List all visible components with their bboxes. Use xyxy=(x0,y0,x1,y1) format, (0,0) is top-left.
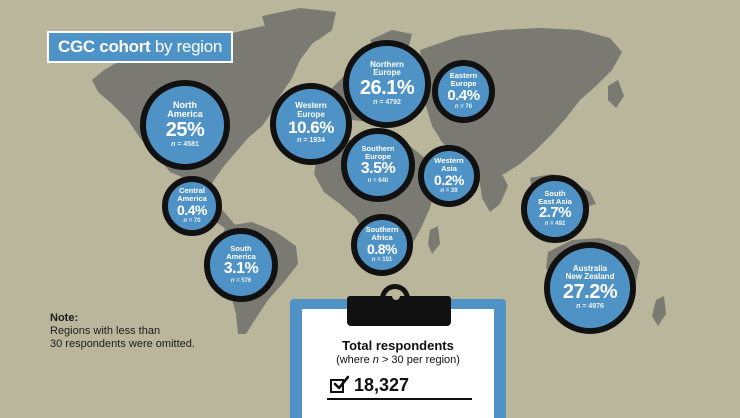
region-name: Australia New Zealand xyxy=(565,263,615,282)
page-title: CGC cohort by region xyxy=(47,31,234,63)
region-percent: 25% xyxy=(165,118,205,141)
region-count: n = 151 xyxy=(371,256,393,263)
region-name: South America xyxy=(226,244,256,261)
clipboard-ring xyxy=(380,284,410,306)
region-north-america: North America 25% n = 4581 xyxy=(140,80,230,170)
region-percent: 0.8% xyxy=(367,240,397,257)
region-percent: 0.4% xyxy=(177,201,207,218)
region-count: n = 76 xyxy=(454,103,473,110)
landmass-new-zealand xyxy=(652,296,666,326)
region-count: n = 1934 xyxy=(297,137,325,145)
region-central-america: Central America 0.4% n = 70 xyxy=(162,176,222,236)
region-count: n = 70 xyxy=(183,217,201,224)
region-count: n = 4792 xyxy=(373,98,401,106)
region-name: North America xyxy=(167,99,203,120)
region-count: n = 640 xyxy=(367,177,389,184)
region-northern-europe: Northern Europe 26.1% n = 4792 xyxy=(343,40,431,128)
region-name: Northern Europe xyxy=(370,59,404,78)
note-title: Note: xyxy=(50,312,79,324)
checkbox-icon xyxy=(330,375,349,393)
region-name: Southern Africa xyxy=(365,225,399,243)
region-name: Western Asia xyxy=(434,156,464,174)
total-subtitle: (where n > 30 per region) xyxy=(336,354,460,366)
landmass-greenland xyxy=(262,8,336,46)
total-value: 18,327 xyxy=(354,375,410,395)
region-southern-europe: Southern Europe 3.5% n = 640 xyxy=(341,128,415,202)
title-bold: CGC cohort xyxy=(58,37,151,56)
region-percent: 26.1% xyxy=(359,76,415,99)
note-line-2: 30 respondents were omitted. xyxy=(50,338,195,350)
region-count: n = 4581 xyxy=(171,140,199,148)
region-eastern-europe: Eastern Europe 0.4% n = 76 xyxy=(432,60,495,123)
total-label: Total respondents xyxy=(342,338,454,353)
region-percent: 10.6% xyxy=(288,118,334,138)
region-australia-new-zealand: Australia New Zealand 27.2% n = 4976 xyxy=(544,242,636,334)
region-south-east-asia: South East Asia 2.7% n = 492 xyxy=(521,175,589,243)
region-percent: 27.2% xyxy=(562,280,618,303)
landmass-madagascar xyxy=(428,226,440,254)
region-name: Southern Europe xyxy=(361,144,395,161)
clipboard-ring-hole xyxy=(392,292,400,300)
region-count: n = 492 xyxy=(544,221,566,228)
region-percent: 3.1% xyxy=(223,259,259,277)
region-western-europe: Western Europe 10.6% n = 1934 xyxy=(270,83,352,165)
note-line-1: Regions with less than xyxy=(50,325,161,337)
region-count: n = 39 xyxy=(440,187,458,194)
region-name: Western Europe xyxy=(295,101,327,119)
region-south-america: South America 3.1% n = 576 xyxy=(204,228,278,302)
title-rest: by region xyxy=(150,37,223,56)
landmass-japan xyxy=(608,80,624,108)
region-percent: 3.5% xyxy=(360,159,396,177)
region-percent: 2.7% xyxy=(538,204,572,222)
footnote: Note: Regions with less than 30 responde… xyxy=(50,312,195,351)
region-name: Eastern Europe xyxy=(449,71,478,89)
total-underline xyxy=(327,398,472,400)
region-name: Central America xyxy=(177,186,207,204)
region-southern-africa: Southern Africa 0.8% n = 151 xyxy=(351,214,413,276)
clipboard-clip xyxy=(347,296,451,326)
checkmark-icon xyxy=(333,375,349,390)
region-percent: 0.4% xyxy=(447,86,480,104)
region-percent: 0.2% xyxy=(434,171,464,188)
landmass-india xyxy=(478,170,508,212)
region-count: n = 4976 xyxy=(576,302,604,310)
region-western-asia: Western Asia 0.2% n = 39 xyxy=(418,145,480,207)
region-name: South East Asia xyxy=(538,188,572,206)
region-count: n = 576 xyxy=(230,277,252,284)
